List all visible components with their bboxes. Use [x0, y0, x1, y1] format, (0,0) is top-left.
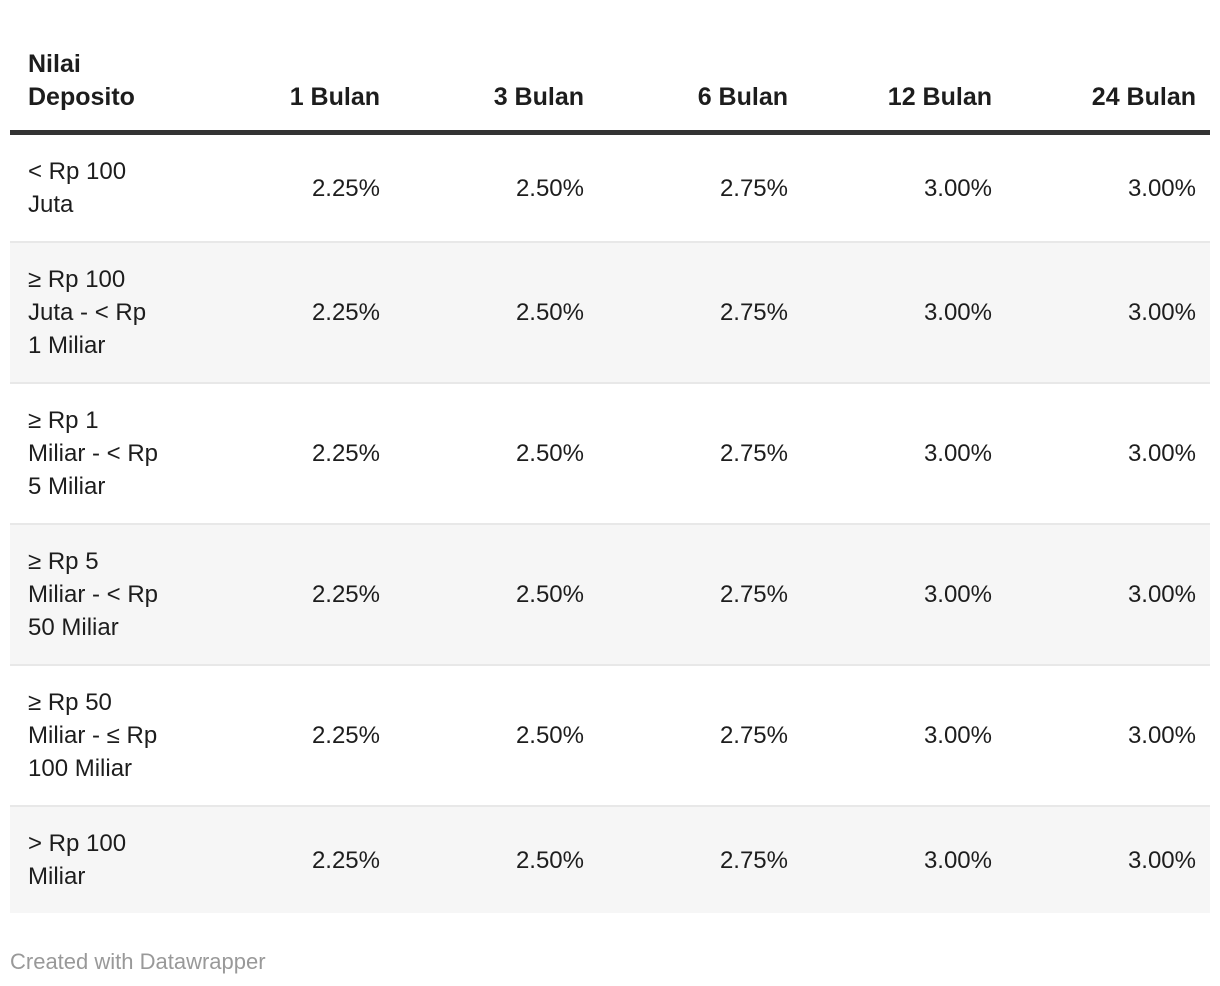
rate-cell: 2.75%: [598, 132, 802, 243]
deposit-range-cell: ≥ Rp 50 Miliar - ≤ Rp 100 Miliar: [10, 665, 190, 807]
column-header-24-bulan: 24 Bulan: [1006, 10, 1210, 135]
rate-cell: 2.50%: [394, 132, 598, 243]
rate-cell: 3.00%: [802, 383, 1006, 525]
column-header-1-bulan: 1 Bulan: [190, 10, 394, 135]
deposit-range-cell: ≥ Rp 5 Miliar - < Rp 50 Miliar: [10, 524, 190, 666]
column-header-nilai-deposito: Nilai Deposito: [10, 10, 190, 135]
rate-cell: 3.00%: [802, 524, 1006, 666]
rate-cell: 2.75%: [598, 383, 802, 525]
rate-cell: 3.00%: [802, 132, 1006, 243]
rate-cell: 2.50%: [394, 665, 598, 807]
rate-cell: 2.25%: [190, 383, 394, 525]
rate-cell: 2.25%: [190, 524, 394, 666]
deposit-range-cell: ≥ Rp 1 Miliar - < Rp 5 Miliar: [10, 383, 190, 525]
datawrapper-credit: Created with Datawrapper: [10, 949, 266, 974]
rate-cell: 2.50%: [394, 242, 598, 384]
deposit-rate-table: Nilai Deposito 1 Bulan 3 Bulan 6 Bulan 1…: [10, 10, 1210, 913]
rate-cell: 2.25%: [190, 242, 394, 384]
rate-cell: 3.00%: [923, 846, 992, 874]
column-header-12-bulan: 12 Bulan: [802, 10, 1006, 135]
rate-cell: 3.00%: [1006, 665, 1210, 807]
rate-cell: 3.00%: [802, 665, 1006, 807]
rate-cell: 2.50%: [394, 524, 598, 666]
rate-cell: 3.00%: [1006, 524, 1210, 666]
table-row: > Rp 100 Miliar 2.25% 2.50% 2.75% 3.00% …: [10, 806, 1210, 913]
rate-cell: 3.00%: [1006, 242, 1210, 384]
table-row: ≥ Rp 50 Miliar - ≤ Rp 100 Miliar 2.25% 2…: [10, 665, 1210, 807]
rate-cell: 2.75%: [598, 242, 802, 384]
rate-cell: 2.25%: [190, 665, 394, 807]
table-header: Nilai Deposito 1 Bulan 3 Bulan 6 Bulan 1…: [10, 10, 1210, 135]
column-header-6-bulan: 6 Bulan: [598, 10, 802, 135]
deposit-range-cell: > Rp 100 Miliar: [28, 830, 127, 890]
rate-cell: 2.25%: [190, 132, 394, 243]
rate-cell: 3.00%: [1006, 383, 1210, 525]
header-row: Nilai Deposito 1 Bulan 3 Bulan 6 Bulan 1…: [10, 10, 1210, 135]
rate-cell: 3.00%: [1006, 132, 1210, 243]
rate-cell: 2.50%: [515, 846, 584, 874]
rate-cell: 3.00%: [1127, 846, 1196, 874]
rate-cell: 2.75%: [719, 846, 788, 874]
rate-cell: 3.00%: [802, 242, 1006, 384]
rate-cell: 2.50%: [394, 383, 598, 525]
rate-cell: 2.75%: [598, 524, 802, 666]
rate-cell: 2.75%: [598, 665, 802, 807]
table-row: < Rp 100 Juta 2.25% 2.50% 2.75% 3.00% 3.…: [10, 132, 1210, 243]
deposit-range-cell: ≥ Rp 100 Juta - < Rp 1 Miliar: [10, 242, 190, 384]
table-body: < Rp 100 Juta 2.25% 2.50% 2.75% 3.00% 3.…: [10, 132, 1210, 913]
deposit-range-cell: < Rp 100 Juta: [10, 132, 190, 243]
table-row: ≥ Rp 100 Juta - < Rp 1 Miliar 2.25% 2.50…: [10, 242, 1210, 384]
rate-cell: 2.25%: [311, 846, 380, 874]
column-header-3-bulan: 3 Bulan: [394, 10, 598, 135]
table-row: ≥ Rp 1 Miliar - < Rp 5 Miliar 2.25% 2.50…: [10, 383, 1210, 525]
table-row: ≥ Rp 5 Miliar - < Rp 50 Miliar 2.25% 2.5…: [10, 524, 1210, 666]
